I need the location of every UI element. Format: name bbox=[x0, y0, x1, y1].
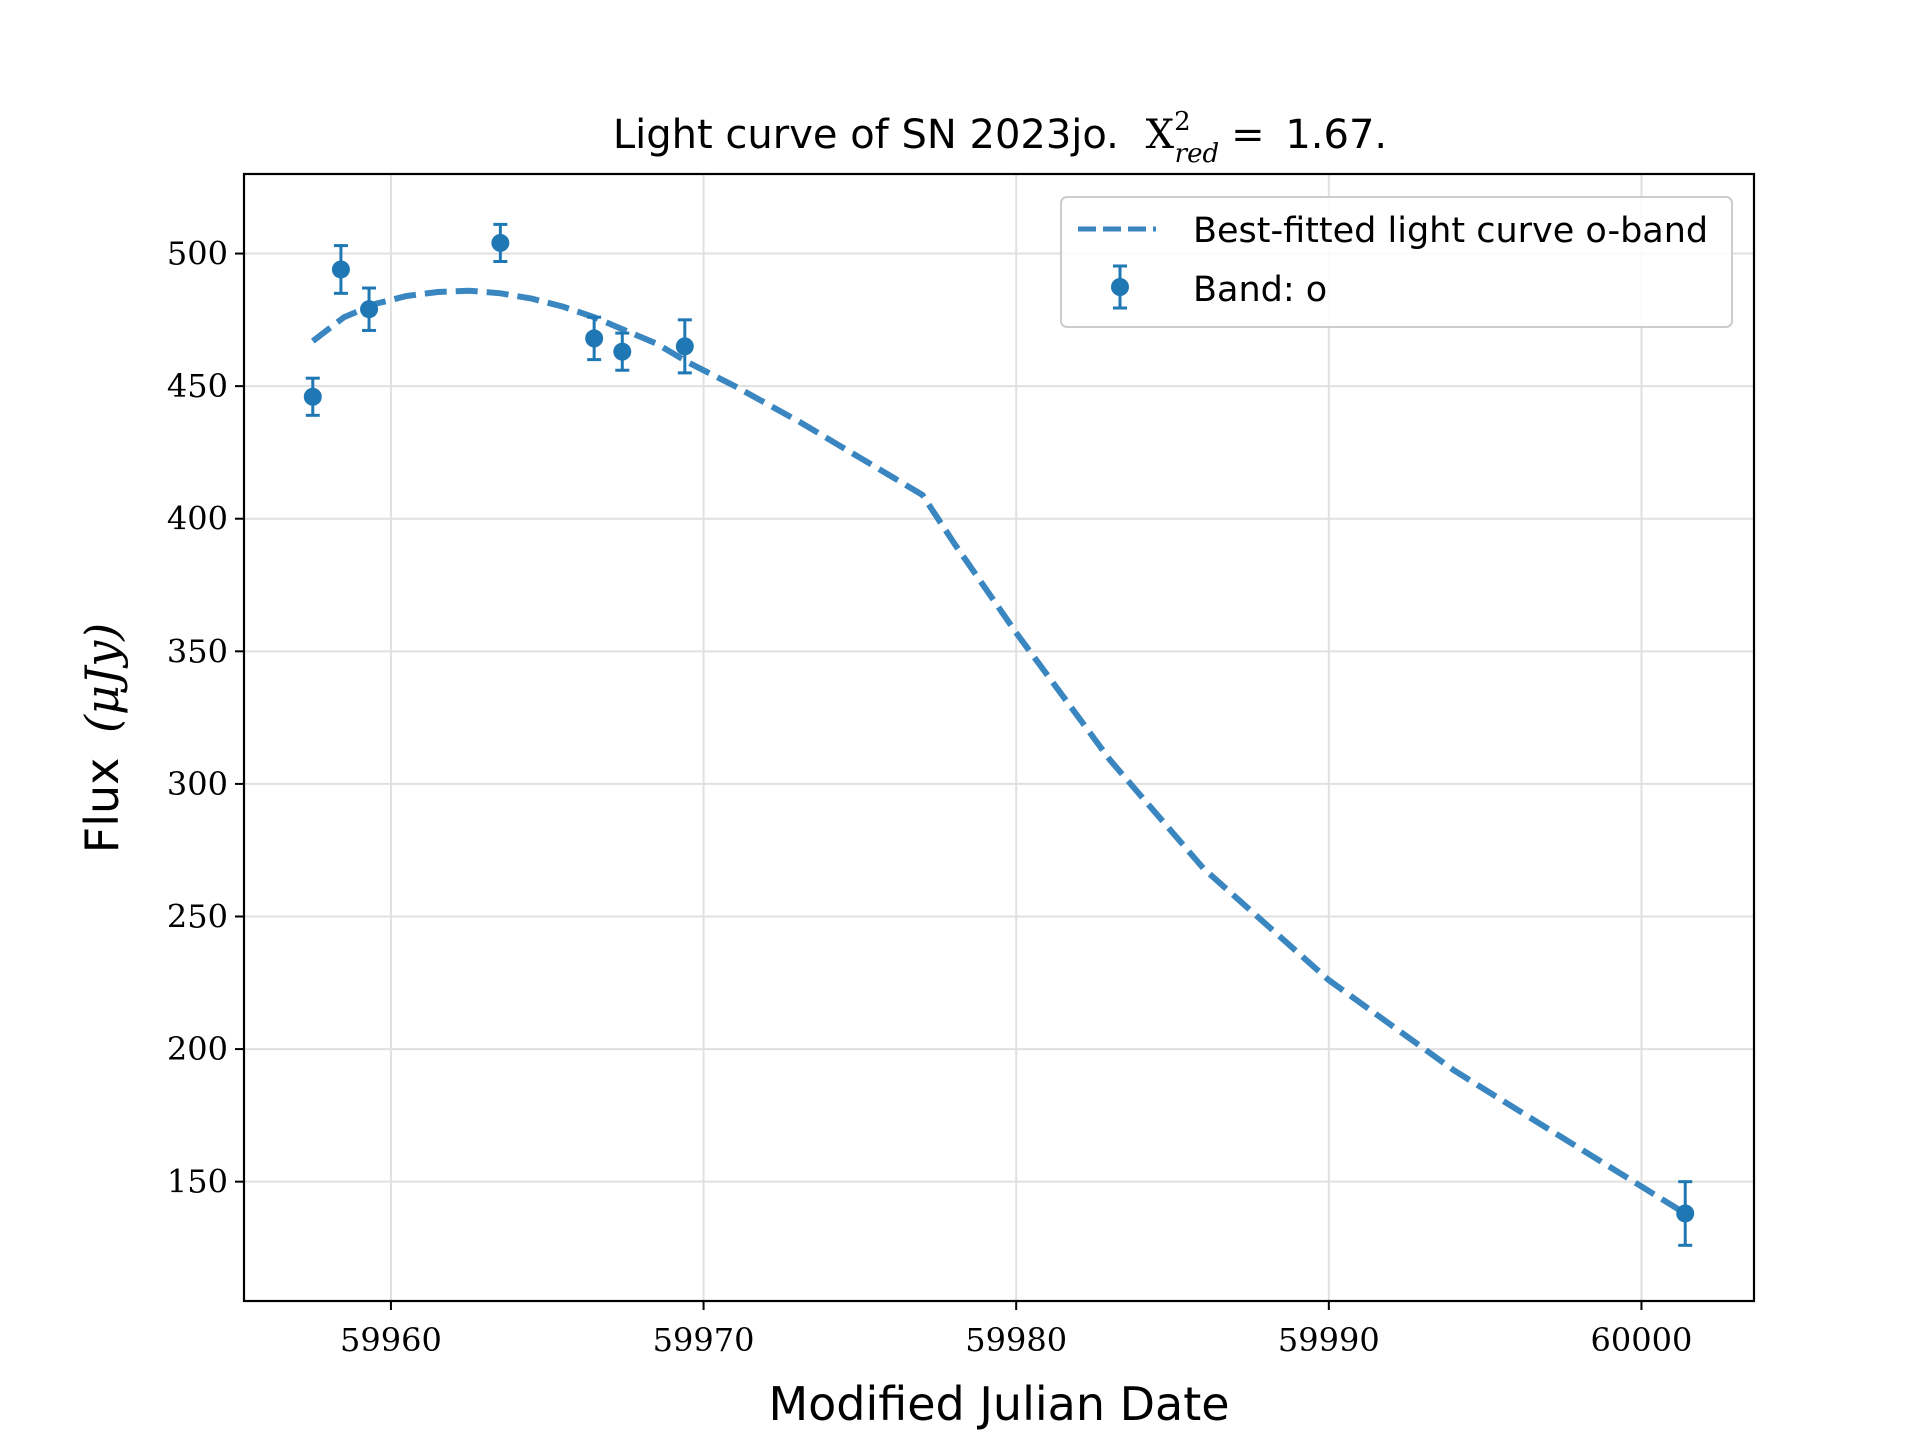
chart-title-stat-sup: 2 bbox=[1174, 107, 1191, 137]
grid-lines bbox=[244, 174, 1754, 1301]
chart-title-stat-value: 1.67. bbox=[1285, 112, 1387, 158]
data-points-layer bbox=[303, 222, 1695, 1247]
y-tick-label: 300 bbox=[167, 765, 228, 803]
x-tick-label: 59970 bbox=[653, 1321, 755, 1359]
legend-fit-label: Best-fitted light curve o-band bbox=[1193, 211, 1708, 251]
chart-title: Light curve of SN 2023jo. X2 red = 1.67. bbox=[613, 107, 1387, 169]
chart-title-main: Light curve of SN 2023jo. bbox=[613, 112, 1119, 158]
plot-frame bbox=[242, 172, 1756, 1303]
data-marker bbox=[613, 342, 632, 361]
chart-title-stat-sub: red bbox=[1175, 139, 1219, 169]
fit-curve-line bbox=[310, 287, 1687, 1217]
data-marker bbox=[331, 260, 350, 279]
data-marker bbox=[491, 233, 510, 252]
x-tick-label: 59960 bbox=[340, 1321, 442, 1359]
data-point bbox=[491, 222, 510, 264]
data-point bbox=[675, 318, 694, 375]
data-point bbox=[585, 315, 604, 362]
y-tick-label: 400 bbox=[167, 500, 228, 538]
data-marker bbox=[360, 300, 379, 319]
y-tick-label: 450 bbox=[167, 367, 228, 405]
data-point bbox=[331, 244, 350, 295]
y-tick-label: 200 bbox=[167, 1030, 228, 1068]
data-point bbox=[1676, 1180, 1695, 1247]
y-tick-label: 350 bbox=[167, 632, 228, 670]
y-axis-label-unit: (μJy) bbox=[75, 623, 129, 733]
x-axis-ticks: 59960 59970 59980 59990 60000 bbox=[340, 1301, 1692, 1359]
legend-points-swatch bbox=[1111, 264, 1129, 310]
data-marker bbox=[303, 387, 322, 406]
x-tick-label: 59990 bbox=[1278, 1321, 1380, 1359]
x-axis-label: Modified Julian Date bbox=[768, 1377, 1229, 1431]
legend: Best-fitted light curve o-band Band: o bbox=[1060, 196, 1733, 328]
y-tick-label: 150 bbox=[167, 1163, 228, 1201]
data-point bbox=[613, 331, 632, 372]
y-axis-ticks: 150 200 250 300 350 400 450 500 bbox=[167, 235, 244, 1201]
x-tick-label: 59980 bbox=[965, 1321, 1067, 1359]
y-tick-label: 250 bbox=[167, 897, 228, 935]
data-marker bbox=[675, 337, 694, 356]
data-point bbox=[303, 376, 322, 417]
data-point bbox=[360, 286, 379, 332]
y-axis-label-text: Flux bbox=[75, 758, 129, 854]
chart-title-stat-symbol: X bbox=[1146, 112, 1175, 158]
data-marker bbox=[585, 329, 604, 348]
y-axis-label: Flux (μJy) bbox=[75, 623, 129, 853]
y-tick-label: 500 bbox=[167, 235, 228, 273]
legend-points-label: Band: o bbox=[1193, 270, 1327, 310]
chart-title-stat-equals: = bbox=[1231, 112, 1265, 158]
legend-box bbox=[1060, 196, 1733, 328]
x-tick-label: 60000 bbox=[1591, 1321, 1693, 1359]
fit-curve-layer bbox=[310, 287, 1687, 1217]
data-marker bbox=[1676, 1204, 1695, 1223]
